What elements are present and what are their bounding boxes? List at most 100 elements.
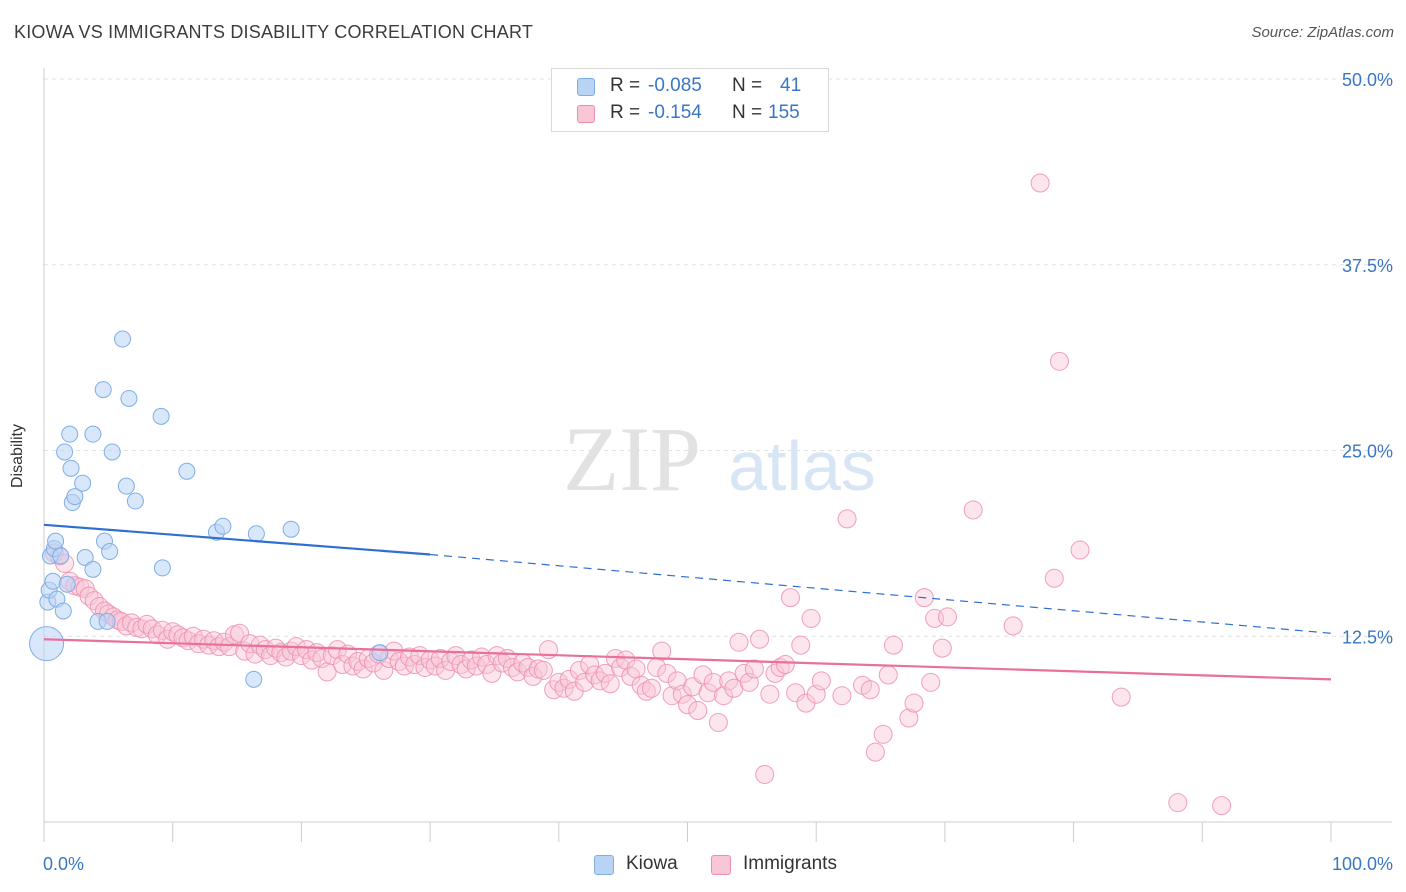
immigrants-point xyxy=(219,637,239,657)
immigrants-point xyxy=(921,672,941,692)
immigrants-point xyxy=(333,654,353,674)
immigrants-point xyxy=(904,693,924,713)
kiowa-point xyxy=(54,602,72,620)
kiowa-r-value: -0.085 xyxy=(648,75,702,96)
kiowa-point xyxy=(371,644,389,662)
immigrants-point xyxy=(230,623,250,643)
immigrants-point xyxy=(116,616,136,636)
immigrants-point xyxy=(688,701,708,721)
immigrants-point xyxy=(1168,793,1188,813)
kiowa-point xyxy=(74,474,92,492)
immigrants-point xyxy=(780,588,800,608)
kiowa-point xyxy=(56,443,74,461)
immigrants-point xyxy=(791,635,811,655)
y-tick-label: 37.5% xyxy=(1342,256,1393,276)
kiowa-point xyxy=(101,543,119,561)
immigrants-points xyxy=(44,173,1232,816)
immigrants-point xyxy=(575,672,595,692)
immigrants-point xyxy=(533,660,553,680)
kiowa-trend-extension xyxy=(430,553,1332,634)
kiowa-point xyxy=(126,492,144,510)
kiowa-point xyxy=(47,532,65,550)
immigrants-point xyxy=(1030,173,1050,193)
kiowa-point-large xyxy=(29,626,65,662)
immigrants-point xyxy=(899,708,919,728)
kiowa-point xyxy=(245,670,263,688)
r-label: R = xyxy=(610,75,641,96)
immigrants-point xyxy=(636,681,656,701)
immigrants-point xyxy=(394,656,414,676)
immigrants-point xyxy=(353,659,373,679)
immigrants-point xyxy=(1049,351,1069,371)
immigrants-point xyxy=(678,695,697,715)
stats-row-immigrants: R = -0.154 N = 155 xyxy=(552,101,828,127)
kiowa-point xyxy=(247,525,265,543)
immigrants-point xyxy=(937,607,957,627)
kiowa-legend-swatch xyxy=(594,855,614,875)
immigrants-point xyxy=(1044,568,1064,588)
kiowa-point xyxy=(62,459,80,477)
immigrants-point xyxy=(518,657,538,677)
kiowa-point xyxy=(178,462,196,480)
immigrants-point xyxy=(1070,540,1090,560)
immigrants-point xyxy=(152,620,172,640)
immigrants-point xyxy=(714,686,734,706)
kiowa-point xyxy=(84,560,102,578)
kiowa-point xyxy=(153,559,171,577)
immigrants-point xyxy=(142,619,162,639)
immigrants-point xyxy=(932,638,952,658)
kiowa-point xyxy=(61,425,79,443)
immigrants-point xyxy=(865,742,885,762)
watermark-atlas: atlas xyxy=(728,427,876,505)
tick-labels: 12.5% 25.0% 37.5% 50.0% 0.0% 100.0% xyxy=(43,70,1393,874)
stats-box: R = -0.085 N = 41 R = -0.154 N = 155 xyxy=(551,68,829,132)
immigrants-trend-line xyxy=(43,638,1332,681)
immigrants-point xyxy=(760,684,780,704)
immigrants-swatch xyxy=(577,105,595,123)
source-credit: Source: ZipAtlas.com xyxy=(1251,24,1394,41)
immigrants-point xyxy=(750,629,770,649)
watermark: ZIP atlas xyxy=(563,408,876,510)
kiowa-point xyxy=(114,330,132,348)
kiowa-n-value: 41 xyxy=(780,75,802,96)
kiowa-point xyxy=(58,575,76,593)
trend-lines xyxy=(43,523,1332,681)
kiowa-trend-line xyxy=(43,523,431,556)
immigrants-point xyxy=(672,684,692,704)
kiowa-point xyxy=(76,548,94,566)
immigrants-point xyxy=(641,678,661,698)
immigrants-point xyxy=(508,662,528,682)
y-tick-label: 25.0% xyxy=(1342,442,1393,462)
immigrants-point xyxy=(801,608,821,628)
immigrants-point xyxy=(374,660,394,680)
axes xyxy=(43,68,1392,842)
kiowa-point xyxy=(282,520,300,538)
immigrants-point xyxy=(662,686,682,706)
immigrants-point xyxy=(276,647,296,667)
immigrants-r-value: -0.154 xyxy=(648,102,702,123)
immigrants-point xyxy=(837,509,857,529)
kiowa-point xyxy=(120,389,138,407)
kiowa-point xyxy=(52,547,70,565)
grid-lines xyxy=(44,78,1392,637)
immigrants-point xyxy=(698,683,718,703)
kiowa-point xyxy=(103,443,121,461)
immigrants-point xyxy=(811,671,831,691)
immigrants-point xyxy=(883,635,903,655)
n-label: N = xyxy=(732,75,763,96)
kiowa-point xyxy=(94,381,112,399)
immigrants-point xyxy=(569,660,589,680)
immigrants-point xyxy=(963,500,983,520)
immigrants-point xyxy=(703,672,723,692)
y-tick-label: 50.0% xyxy=(1342,70,1393,90)
immigrants-point xyxy=(708,712,728,732)
immigrants-point xyxy=(786,683,806,703)
kiowa-swatch xyxy=(577,78,595,96)
immigrants-point xyxy=(755,764,775,784)
immigrants-point xyxy=(652,641,672,661)
stats-row-kiowa: R = -0.085 N = 41 xyxy=(552,74,828,100)
legend-label-immigrants: Immigrants xyxy=(743,853,837,874)
kiowa-points xyxy=(29,330,389,688)
immigrants-point xyxy=(1111,687,1131,707)
r-label: R = xyxy=(610,102,641,123)
